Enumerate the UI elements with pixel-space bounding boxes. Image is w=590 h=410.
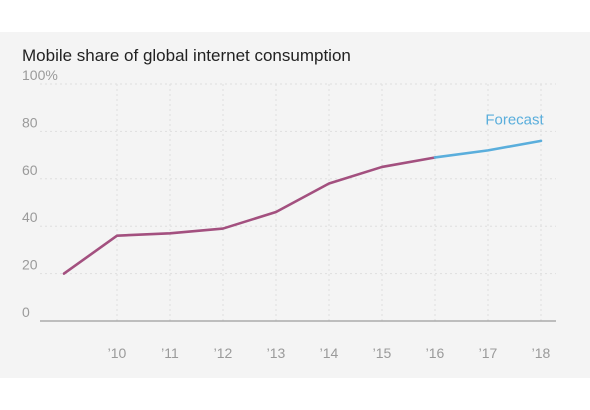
y-tick-label: 20 — [22, 257, 38, 273]
x-tick-label: ’14 — [320, 345, 339, 361]
x-tick-label: ’16 — [426, 345, 445, 361]
y-tick-label: 100% — [22, 67, 58, 83]
x-tick-label: ’12 — [214, 345, 233, 361]
y-tick-label: 80 — [22, 114, 38, 130]
y-tick-label: 40 — [22, 209, 38, 225]
chart-title: Mobile share of global internet consumpt… — [22, 46, 351, 65]
line-chart: 0 20 40 60 80 100% ’10 ’11 ’12 ’13 ’14 ’15 ’16 ’17 ’18… — [22, 67, 556, 361]
x-tick-label: ’17 — [479, 345, 498, 361]
series-line-actual — [62, 156, 437, 275]
y-tick-label: 60 — [22, 162, 38, 178]
x-tick-label: ’10 — [108, 345, 127, 361]
x-tick-label: ’11 — [161, 345, 179, 361]
series-line-forecast — [433, 139, 543, 159]
forecast-annotation: Forecast — [485, 111, 544, 128]
x-tick-label: ’18 — [532, 345, 551, 361]
x-tick-label: ’15 — [373, 345, 392, 361]
chart-card: Mobile share of global internet consumpt… — [0, 32, 590, 378]
x-tick-label: ’13 — [267, 345, 286, 361]
y-tick-label: 0 — [22, 304, 30, 320]
